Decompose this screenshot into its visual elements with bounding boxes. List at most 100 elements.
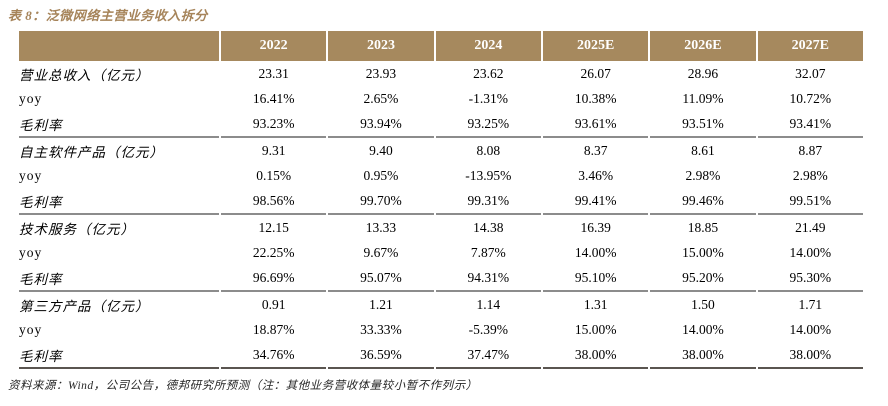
table-body: 营业总收入（亿元） 23.31 23.93 23.62 26.07 28.96 32.07 y… (19, 61, 863, 369)
table-row: 第三方产品（亿元） 0.91 1.21 1.14 1.31 1.50 1.71 (19, 290, 863, 317)
value-cell: 93.94% (360, 115, 402, 131)
source-note: 资料来源：Wind，公司公告，德邦研究所预测（注：其他业务营收体量较小暂不作列示… (8, 380, 478, 392)
value-cell: 37.47% (435, 342, 541, 369)
value-cell: 93.51% (682, 115, 724, 131)
table-row: 技术服务（亿元） 12.15 13.33 14.38 16.39 18.85 21.49 (19, 213, 863, 240)
value-cell: 9.40 (328, 136, 434, 163)
value-cell: 8.87 (757, 136, 863, 163)
value-cell: 28.96 (687, 65, 719, 81)
row-label: 毛利率 (19, 117, 63, 133)
value-cell: 1.50 (650, 290, 756, 317)
value-cell: 93.41% (789, 115, 832, 131)
value-cell: 34.76% (221, 342, 327, 369)
row-label: 营业总收入（亿元） (19, 67, 150, 83)
value-cell: 9.67% (363, 244, 399, 260)
row-label: 第三方产品（亿元） (19, 290, 219, 317)
table-title: 表 8：泛微网络主营业务收入拆分 (8, 8, 208, 23)
value-cell: 8.37 (542, 136, 649, 163)
value-cell: 0.95% (363, 167, 399, 183)
value-cell: 14.00% (789, 321, 832, 337)
value-cell: 23.62 (473, 65, 504, 81)
value-cell: 8.61 (650, 136, 756, 163)
value-cell: 14.00% (574, 244, 617, 260)
value-cell: 38.00% (650, 342, 756, 369)
value-cell: 16.39 (542, 213, 649, 240)
value-cell: 33.33% (360, 321, 402, 337)
value-cell: 15.00% (574, 321, 617, 337)
value-cell: 95.10% (574, 269, 617, 285)
year-column-header: 2026E (650, 31, 756, 61)
value-cell: 32.07 (795, 65, 826, 81)
row-label-column-header (19, 31, 219, 61)
value-cell: -5.39% (468, 321, 508, 337)
value-cell: 36.59% (328, 342, 434, 369)
value-cell: 13.33 (328, 213, 434, 240)
value-cell: 22.25% (252, 244, 295, 260)
value-cell: 1.21 (328, 290, 434, 317)
value-cell: 14.38 (435, 213, 541, 240)
table-row: 毛利率 34.76% 36.59% 37.47% 38.00% 38.00% 38.00% (19, 342, 863, 369)
table-row: 营业总收入（亿元） 23.31 23.93 23.62 26.07 28.96 32.07 (19, 61, 863, 86)
value-cell: 23.31 (258, 65, 289, 81)
value-cell: 12.15 (221, 213, 327, 240)
value-cell: -1.31% (468, 90, 508, 106)
year-column-header: 2027E (757, 31, 863, 61)
table-row: yoy 0.15% 0.95% -13.95% 3.46% 2.98% 2.98% (19, 163, 863, 188)
value-cell: 26.07 (580, 65, 611, 81)
row-label: 毛利率 (19, 194, 63, 210)
table-row: yoy 18.87% 33.33% -5.39% 15.00% 14.00% 14.00% (19, 317, 863, 342)
value-cell: 93.61% (574, 115, 617, 131)
value-cell: 95.07% (360, 269, 402, 285)
value-cell: 1.71 (757, 290, 863, 317)
value-cell: 99.41% (574, 192, 617, 208)
value-cell: 14.00% (682, 321, 724, 337)
table-row: 毛利率 96.69% 95.07% 94.31% 95.10% 95.20% 95.30% (19, 265, 863, 290)
row-label: yoy (19, 244, 43, 260)
year-column-header: 2024 (435, 31, 541, 61)
row-label: yoy (19, 321, 43, 337)
value-cell: 1.31 (542, 290, 649, 317)
value-cell: 2.98% (685, 167, 721, 183)
table-row: 自主软件产品（亿元） 9.31 9.40 8.08 8.37 8.61 8.87 (19, 136, 863, 163)
value-cell: 99.31% (467, 192, 510, 208)
value-cell: 15.00% (682, 244, 724, 260)
value-cell: 98.56% (252, 192, 295, 208)
value-cell: 18.87% (252, 321, 295, 337)
row-label: 毛利率 (19, 271, 63, 287)
table-header-row: 2022 2023 2024 2025E 2026E 2027E (19, 31, 863, 61)
row-label: 技术服务（亿元） (19, 213, 219, 240)
value-cell: 2.98% (792, 167, 828, 183)
table-row: 毛利率 98.56% 99.70% 99.31% 99.41% 99.46% 99.51% (19, 188, 863, 213)
value-cell: 94.31% (467, 269, 510, 285)
table-row: 毛利率 93.23% 93.94% 93.25% 93.61% 93.51% 93.41% (19, 111, 863, 136)
value-cell: 38.00% (757, 342, 863, 369)
value-cell: 95.20% (682, 269, 724, 285)
value-cell: 11.09% (682, 90, 724, 106)
value-cell: 18.85 (650, 213, 756, 240)
value-cell: 93.23% (252, 115, 295, 131)
row-label: yoy (19, 167, 43, 183)
value-cell: -13.95% (465, 167, 512, 183)
row-label: 自主软件产品（亿元） (19, 136, 219, 163)
row-label: yoy (19, 90, 43, 106)
value-cell: 3.46% (578, 167, 614, 183)
value-cell: 9.31 (221, 136, 327, 163)
value-cell: 16.41% (252, 90, 295, 106)
table-row: yoy 22.25% 9.67% 7.87% 14.00% 15.00% 14.00% (19, 240, 863, 265)
row-label: 毛利率 (19, 342, 219, 369)
value-cell: 99.70% (360, 192, 402, 208)
value-cell: 99.46% (682, 192, 724, 208)
value-cell: 96.69% (252, 269, 295, 285)
value-cell: 10.72% (789, 90, 832, 106)
value-cell: 99.51% (789, 192, 832, 208)
value-cell: 10.38% (574, 90, 617, 106)
value-cell: 93.25% (467, 115, 510, 131)
value-cell: 2.65% (363, 90, 399, 106)
table-row: yoy 16.41% 2.65% -1.31% 10.38% 11.09% 10.72% (19, 86, 863, 111)
value-cell: 14.00% (789, 244, 832, 260)
value-cell: 21.49 (757, 213, 863, 240)
value-cell: 1.14 (435, 290, 541, 317)
value-cell: 7.87% (470, 244, 506, 260)
revenue-breakdown-table: 2022 2023 2024 2025E 2026E 2027E 营业总收入（亿元） 23.… (17, 31, 865, 369)
